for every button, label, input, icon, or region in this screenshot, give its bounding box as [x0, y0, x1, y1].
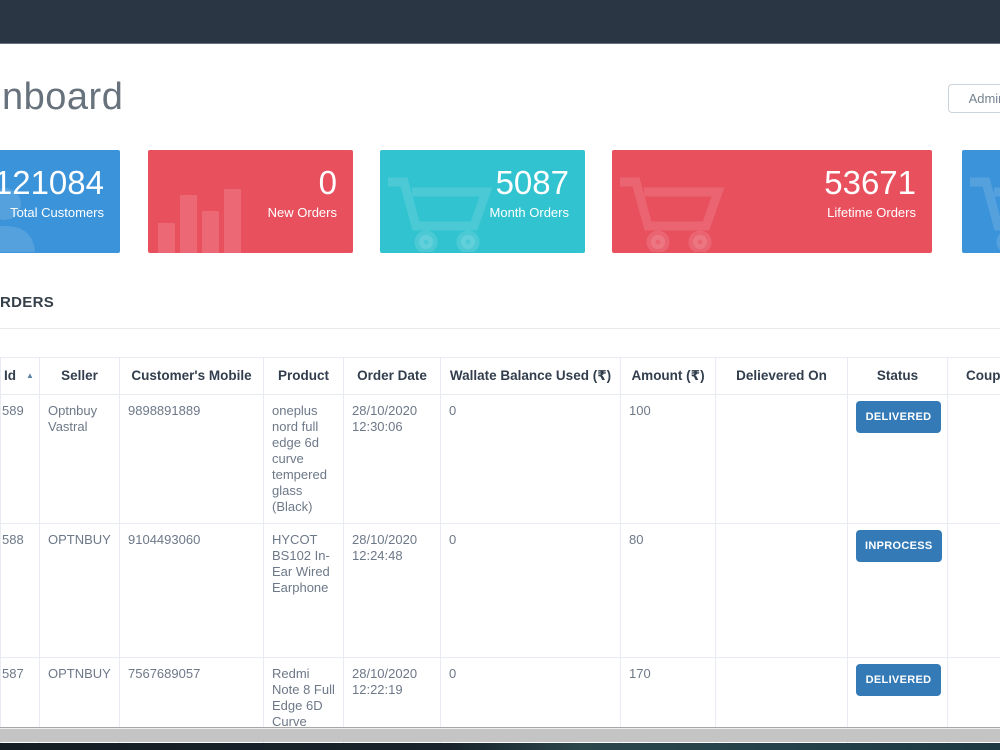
column-header-wallate-balance[interactable]: Wallate Balance Used (₹) [440, 357, 621, 395]
horizontal-scrollbar[interactable] [0, 727, 1000, 742]
sort-ascending-icon: ▲ [26, 371, 34, 380]
stat-card-lifetime-orders: 53671 Lifetime Orders [612, 150, 932, 253]
cell-delivered-on [715, 394, 848, 524]
stat-value: 5087 [495, 164, 569, 201]
table-header-row: Id ▲ Seller Customer's Mobile Product Ord… [0, 357, 1000, 395]
cell-amount: 100 [620, 394, 716, 524]
cell-mobile: 9104493060 [119, 523, 264, 658]
cart-icon [386, 174, 506, 253]
table-row: 589 Optnbuy Vastral 9898891889 oneplus n… [0, 394, 1000, 524]
column-header-delivered-on[interactable]: Delievered On [715, 357, 848, 395]
stat-label: Month Orders [489, 205, 569, 220]
cell-coupon [947, 523, 1000, 658]
column-header-status[interactable]: Status [847, 357, 948, 395]
admin-button[interactable]: Admin [948, 84, 1000, 113]
scrollbar-thumb[interactable] [0, 729, 1000, 742]
status-badge[interactable]: INPROCESS [856, 530, 942, 562]
cell-product: HYCOT BS102 In-Ear Wired Earphone [263, 523, 344, 658]
column-header-coupon[interactable]: Coupo [947, 357, 1000, 395]
stat-value: 53671 [824, 164, 916, 201]
cell-mobile: 9898891889 [119, 394, 264, 524]
column-header-mobile[interactable]: Customer's Mobile [119, 357, 264, 395]
column-header-amount[interactable]: Amount (₹) [620, 357, 716, 395]
column-header-product[interactable]: Product [263, 357, 344, 395]
cell-order-date: 28/10/2020 12:30:06 [343, 394, 441, 524]
cart-icon [618, 174, 738, 253]
cell-order-date: 28/10/2020 12:24:48 [343, 523, 441, 658]
page-title: nboard [2, 76, 124, 118]
cell-id: 588 [0, 523, 40, 658]
cell-wallate: 0 [440, 523, 621, 658]
stat-value: 121084 [0, 164, 104, 201]
table-row: 588 OPTNBUY 9104493060 HYCOT BS102 In-Ea… [0, 523, 1000, 658]
stat-label: New Orders [267, 205, 337, 220]
bottom-bar [0, 743, 1000, 750]
cell-seller: Optnbuy Vastral [39, 394, 120, 524]
cell-coupon [947, 394, 1000, 524]
cell-delivered-on [715, 523, 848, 658]
users-icon [0, 186, 61, 253]
cell-id: 589 [0, 394, 40, 524]
cell-product: oneplus nord full edge 6d curve tempered… [263, 394, 344, 524]
bar-chart-icon [154, 187, 241, 253]
cell-wallate: 0 [440, 394, 621, 524]
cell-seller: OPTNBUY [39, 523, 120, 658]
heading-divider [0, 328, 1000, 329]
column-header-order-date[interactable]: Order Date [343, 357, 441, 395]
stat-label: Lifetime Orders [827, 205, 916, 220]
stat-value: 0 [318, 164, 337, 201]
top-navigation-bar [0, 0, 1000, 44]
cell-status: DELIVERED [847, 394, 948, 524]
column-header-seller[interactable]: Seller [39, 357, 120, 395]
cell-amount: 80 [620, 523, 716, 658]
cell-status: INPROCESS [847, 523, 948, 658]
stat-card-month-orders: 5087 Month Orders [380, 150, 585, 253]
stat-card-total-customers: 121084 Total Customers [0, 150, 120, 253]
orders-table: Id ▲ Seller Customer's Mobile Product Ord… [0, 357, 1000, 750]
stat-label: Total Customers [10, 205, 104, 220]
column-header-id[interactable]: Id ▲ [0, 357, 40, 395]
stat-card-new-orders: 0 New Orders [148, 150, 353, 253]
orders-section-heading: RDERS [0, 294, 55, 311]
stat-card-clipped [962, 150, 1000, 253]
status-badge[interactable]: DELIVERED [856, 401, 941, 433]
cart-icon [968, 174, 1000, 253]
status-badge[interactable]: DELIVERED [856, 664, 941, 696]
